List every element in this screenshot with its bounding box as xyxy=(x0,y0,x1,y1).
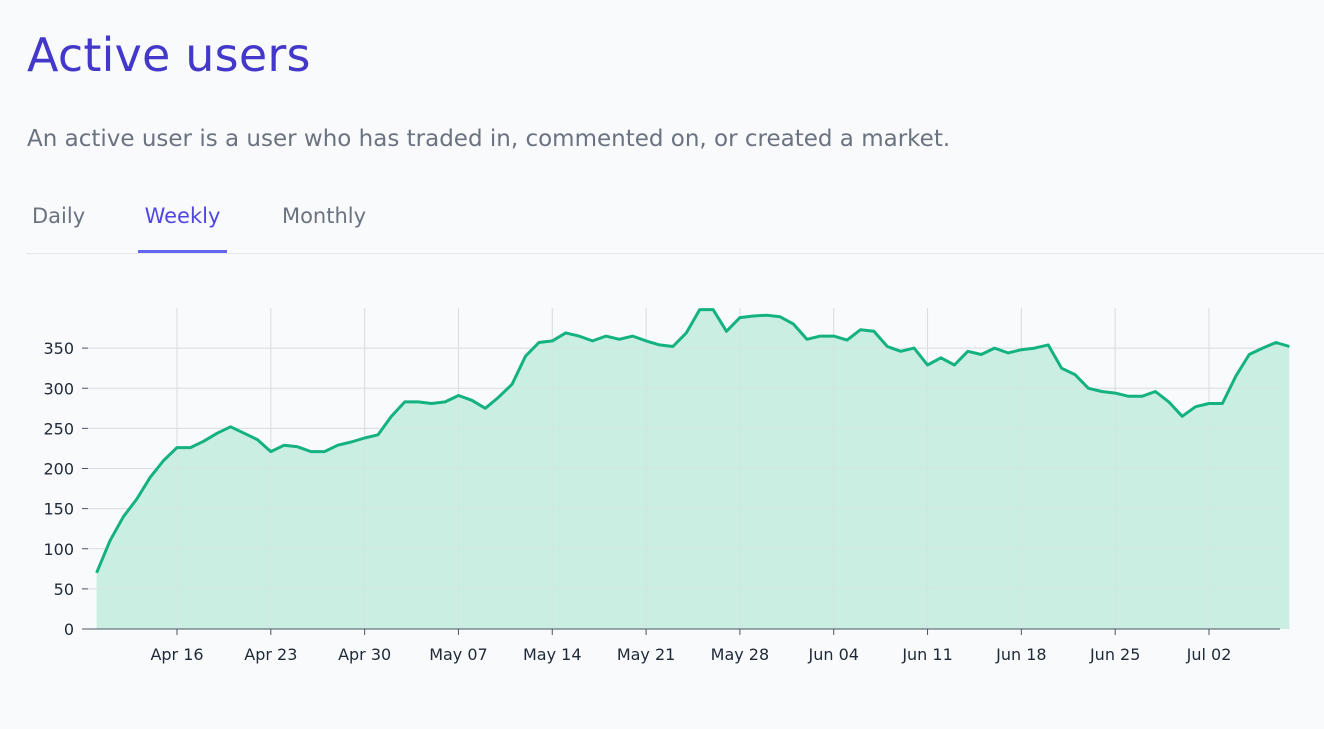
page-title: Active users xyxy=(27,28,311,82)
y-tick-label: 200 xyxy=(43,460,74,479)
tab-monthly[interactable]: Monthly xyxy=(281,204,367,228)
x-tick-label: Jul 02 xyxy=(1186,645,1232,664)
y-tick-label: 100 xyxy=(43,540,74,559)
x-tick-label: May 28 xyxy=(711,645,770,664)
x-tick-label: Jun 04 xyxy=(808,645,859,664)
x-axis: Apr 16 Apr 23 Apr 30 May 07 May 14 May 21 May … xyxy=(88,628,1280,664)
y-axis: 0 50 100 150 200 250 300 350 xyxy=(43,339,88,639)
active-users-chart: 0 50 100 150 200 250 300 350 Apr 16 Apr 23 Apr 30… xyxy=(43,308,1290,664)
y-tick-label: 0 xyxy=(64,620,74,639)
series-line xyxy=(95,308,1290,574)
x-tick-label: Apr 23 xyxy=(244,645,297,664)
series-area xyxy=(96,309,1290,629)
x-tick-label: May 07 xyxy=(429,645,488,664)
x-tick-label: Jun 25 xyxy=(1089,645,1140,664)
page-subtitle: An active user is a user who has traded … xyxy=(27,126,951,152)
period-tabs: Daily Weekly Monthly xyxy=(26,190,1324,254)
x-tick-label: May 21 xyxy=(617,645,676,664)
x-tick-label: May 14 xyxy=(523,645,582,664)
y-tick-label: 300 xyxy=(43,379,74,398)
x-tick-label: Jun 18 xyxy=(995,645,1046,664)
y-tick-label: 50 xyxy=(54,580,74,599)
tab-weekly[interactable]: Weekly xyxy=(138,204,227,253)
y-tick-label: 150 xyxy=(43,500,74,519)
y-tick-label: 250 xyxy=(43,419,74,438)
tab-daily[interactable]: Daily xyxy=(32,204,86,228)
x-tick-label: Jun 11 xyxy=(901,645,952,664)
x-tick-label: Apr 30 xyxy=(338,645,391,664)
x-tick-label: Apr 16 xyxy=(150,645,203,664)
y-tick-label: 350 xyxy=(43,339,74,358)
